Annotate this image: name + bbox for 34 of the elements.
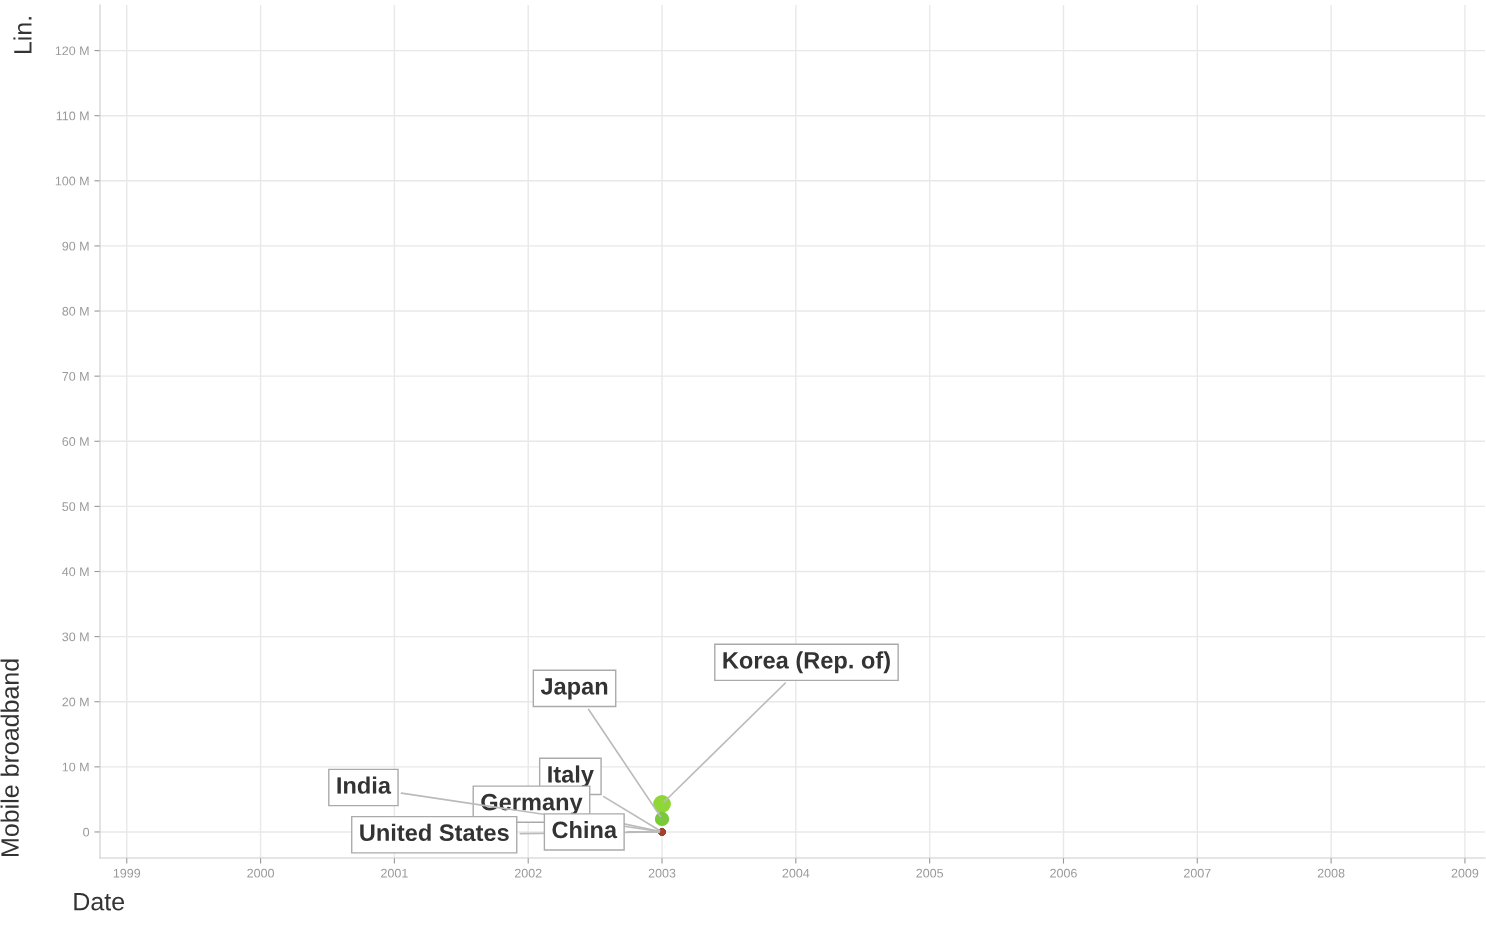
y-tick-label: 70 M: [62, 371, 89, 381]
y-axis-title: Mobile broadband: [0, 659, 19, 856]
y-tick-label: 90 M: [62, 241, 89, 251]
x-tick-label: 2007: [1184, 868, 1211, 878]
x-tick-label: 2008: [1317, 868, 1345, 878]
x-tick-label: 2004: [782, 868, 810, 878]
series-label: China: [552, 820, 618, 839]
x-tick-label: 2001: [381, 868, 408, 878]
text: Germany: [481, 793, 583, 816]
x-axis-title: Date: [74, 893, 124, 911]
y-tick-label: 10 M: [62, 762, 89, 772]
text: Korea (Rep. of): [723, 651, 890, 674]
text: United States: [360, 823, 509, 842]
x-tick-label: 2000: [247, 868, 274, 878]
y-tick-label: 60 M: [62, 437, 89, 446]
y-tick-label: 80 M: [62, 306, 89, 316]
y-tick-label: 30 M: [62, 632, 89, 642]
y-tick-label: 50 M: [62, 502, 89, 512]
y-tick-label: 0: [83, 827, 90, 837]
y-tick-label: 40 M: [62, 567, 89, 577]
x-tick-label: 2006: [1050, 868, 1077, 878]
y-tick-label: 20 M: [62, 697, 89, 707]
text: India: [337, 776, 392, 794]
x-tick-label: 2009: [1451, 868, 1479, 878]
text: Italy: [548, 765, 594, 788]
x-tick-label: 2002: [514, 868, 542, 878]
text: Japan: [540, 678, 608, 700]
x-tick-label: 2003: [648, 868, 676, 878]
y-tick-label: 120 M: [55, 46, 89, 56]
x-tick-label: 1999: [113, 868, 141, 878]
y-tick-label: 100 M: [55, 176, 89, 186]
y-tick-label: 110 M: [56, 111, 89, 121]
x-tick-label: 2005: [916, 868, 944, 878]
text: Lin.: [13, 17, 32, 54]
